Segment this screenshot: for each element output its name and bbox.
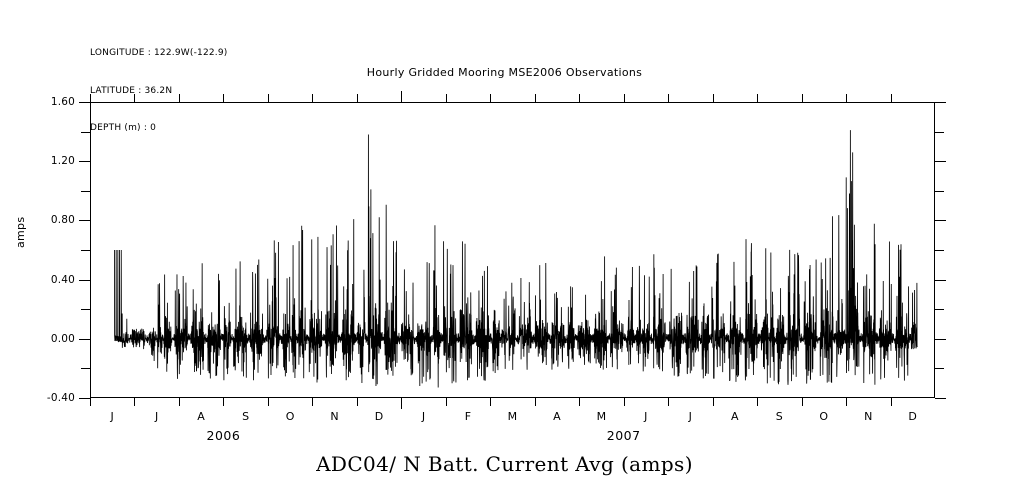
longitude-text: LONGITUDE : 122.9W(-122.9): [90, 48, 228, 58]
y-tick-right: [935, 161, 946, 163]
x-tick-bottom: [846, 398, 848, 406]
x-tick-top: [223, 94, 225, 102]
y-tick: [79, 279, 90, 281]
x-tick-label: N: [330, 410, 339, 423]
x-tick-bottom: [178, 398, 180, 406]
x-tick-label: J: [644, 410, 648, 423]
station-metadata: LONGITUDE : 122.9W(-122.9) LATITUDE : 36…: [90, 22, 228, 147]
y-tick: [79, 220, 90, 222]
x-tick-label: O: [285, 410, 295, 423]
y-tick: [79, 102, 90, 103]
x-tick-top: [579, 94, 581, 102]
x-tick-top: [445, 94, 447, 102]
x-tick-bottom: [267, 398, 269, 406]
y-tick: [79, 338, 90, 340]
x-tick-top: [401, 91, 403, 102]
plot-frame: [90, 102, 935, 398]
x-tick-label: M: [507, 410, 518, 423]
y-tick-label: 0.40: [50, 273, 75, 286]
x-tick-bottom: [757, 398, 759, 406]
x-tick-label: S: [775, 410, 783, 423]
y-tick-right: [935, 102, 946, 103]
x-tick-label: A: [553, 410, 561, 423]
data-series-line: [90, 102, 935, 398]
y-tick-right: [935, 398, 946, 399]
x-tick-label: F: [464, 410, 472, 423]
x-tick-top: [356, 94, 358, 102]
y-tick: [81, 250, 90, 251]
y-tick-right: [935, 250, 944, 251]
x-tick-label: N: [864, 410, 873, 423]
x-tick-bottom: [623, 398, 625, 406]
y-tick-label: 1.20: [50, 155, 75, 168]
y-tick: [81, 368, 90, 370]
x-tick-top: [846, 94, 848, 102]
y-axis-label: amps: [14, 216, 27, 248]
x-tick-label: J: [110, 410, 114, 423]
y-tick-label: -0.40: [46, 392, 75, 404]
x-tick-bottom: [534, 398, 536, 406]
x-tick-top: [712, 94, 714, 102]
x-tick-label: D: [908, 410, 918, 423]
y-tick: [79, 161, 90, 163]
x-tick-top: [490, 94, 492, 102]
x-tick-top: [90, 94, 91, 102]
x-tick-bottom: [490, 398, 492, 406]
x-tick-top: [801, 94, 803, 102]
x-tick-bottom: [90, 398, 91, 406]
x-tick-label: A: [730, 410, 739, 423]
y-tick-label: 0.80: [50, 214, 75, 227]
x-tick-label: J: [154, 410, 159, 423]
series-path: [114, 130, 917, 387]
x-tick-label: D: [374, 410, 384, 423]
latitude-text: LATITUDE : 36.2N: [90, 85, 173, 96]
y-tick-label: 1.60: [50, 96, 75, 108]
y-tick-right: [935, 190, 944, 192]
y-tick-right: [935, 220, 946, 222]
x-tick-top: [534, 94, 536, 102]
x-tick-label: M: [596, 410, 607, 423]
x-tick-top: [623, 94, 625, 102]
x-tick-bottom: [801, 398, 803, 406]
x-tick-bottom: [356, 398, 358, 406]
y-tick: [81, 131, 90, 133]
x-tick-label: O: [819, 410, 829, 423]
y-tick-label: 0.00: [50, 332, 75, 345]
y-tick-right: [935, 279, 946, 281]
chart-title: Hourly Gridded Mooring MSE2006 Observati…: [366, 66, 643, 79]
y-tick-right: [935, 368, 944, 370]
x-tick-top: [890, 94, 892, 102]
x-tick-top: [134, 94, 136, 102]
figure-caption: ADC04/ N Batt. Current Avg (amps): [316, 452, 693, 476]
x-tick-bottom: [401, 398, 403, 409]
y-tick-right: [935, 338, 946, 340]
x-tick-bottom: [579, 398, 581, 406]
x-tick-bottom: [668, 398, 670, 406]
x-tick-label: J: [421, 410, 426, 423]
y-tick-right: [935, 131, 944, 133]
x-tick-top: [267, 94, 269, 102]
x-tick-top: [757, 94, 759, 102]
y-tick-right: [935, 309, 944, 311]
y-tick: [79, 398, 90, 399]
x-tick-bottom: [312, 398, 314, 406]
y-tick: [81, 309, 90, 311]
x-tick-bottom: [223, 398, 225, 406]
x-tick-label: A: [197, 410, 206, 423]
x-tick-bottom: [134, 398, 136, 406]
x-tick-bottom: [445, 398, 447, 406]
x-tick-top: [668, 94, 670, 102]
x-axis-year-label: 2006: [206, 428, 241, 443]
x-tick-label: J: [688, 410, 693, 423]
x-tick-top: [178, 94, 180, 102]
x-tick-top: [312, 94, 314, 102]
x-tick-bottom: [712, 398, 714, 406]
plot-area: -0.40 0.00 0.40 0.80 1.20 1.60 J J A S O N D J F M A M J J…: [47, 91, 946, 443]
x-axis-year-label: 2007: [606, 428, 641, 443]
y-tick: [81, 190, 90, 192]
depth-text: DEPTH (m) : 0: [90, 123, 157, 133]
x-tick-label: S: [242, 410, 250, 423]
x-tick-bottom: [890, 398, 892, 406]
